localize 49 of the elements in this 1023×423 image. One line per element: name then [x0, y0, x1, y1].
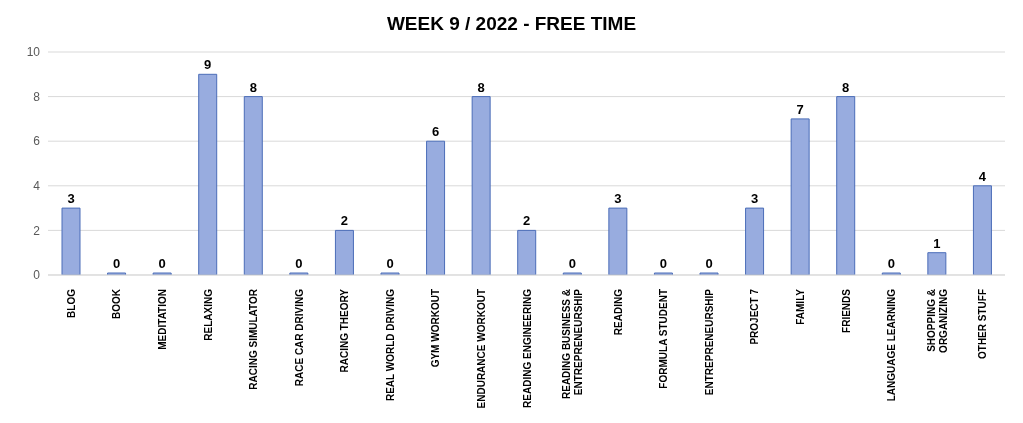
x-tick-label: RACING THEORY	[339, 288, 351, 373]
y-tick-label: 6	[33, 134, 41, 149]
data-label: 6	[431, 124, 440, 140]
x-tick-label: OTHER STUFF	[977, 289, 989, 359]
data-label: 0	[158, 256, 166, 271]
data-label: 3	[614, 191, 622, 207]
data-label: 3	[67, 191, 75, 207]
x-tick-label: RELAXING	[202, 288, 214, 341]
x-tick-label: RACING SIMULATOR	[248, 288, 260, 390]
data-label: 3	[750, 191, 759, 207]
x-tick-label: FAMILY	[794, 288, 806, 325]
data-label: 7	[796, 101, 804, 117]
x-tick-label: FRIENDS	[840, 288, 852, 333]
data-label: 2	[340, 213, 349, 229]
y-tick-label: 2	[33, 223, 41, 238]
data-label: 0	[659, 256, 668, 271]
x-tick-label: FORMULA STUDENT	[658, 289, 670, 389]
data-label: 0	[295, 256, 303, 271]
data-label: 1	[933, 235, 941, 251]
y-tick-label: 0	[33, 268, 41, 283]
x-tick-label: GYM WORKOUT	[430, 289, 442, 368]
x-tick-label: PROJECT 7	[749, 288, 761, 345]
x-tick-label: RACE CAR DRIVING	[293, 288, 305, 387]
data-label: 2	[523, 213, 531, 229]
data-label: 9	[204, 57, 212, 73]
x-tick-label: ENDURANCE WORKOUT	[475, 289, 487, 409]
x-tick-label: LANGUAGE LEARNING	[886, 288, 898, 402]
y-tick-label: 8	[33, 89, 41, 104]
x-tick-label: REAL WORLD DRIVING	[384, 288, 396, 402]
x-tick-label: ENTREPRENEURSHIP	[703, 288, 715, 396]
chart-title: WEEK 9 / 2022 - FREE TIME	[385, 12, 638, 36]
data-label: 8	[842, 79, 850, 95]
x-tick-label: BLOG	[65, 288, 77, 318]
data-label: 8	[477, 79, 485, 95]
x-tick-label: SHOPPING & ORGANIZING	[925, 288, 949, 353]
data-label: 8	[249, 79, 257, 95]
data-label: 0	[705, 256, 713, 271]
data-label: 0	[887, 256, 895, 271]
x-tick-label: BOOK	[111, 288, 123, 319]
x-tick-label: MEDITATION	[156, 289, 168, 350]
y-tick-label: 10	[26, 45, 41, 60]
x-tick-label: READING BUSINESS & ENTREPRENEURSHIP	[561, 288, 585, 400]
y-tick-label: 4	[33, 179, 41, 194]
data-label: 0	[386, 256, 394, 271]
data-label: 0	[568, 256, 576, 271]
data-label: 0	[112, 256, 121, 271]
x-tick-label: READING ENGINEERING	[521, 288, 533, 408]
data-label: 4	[978, 168, 987, 184]
x-tick-label: READING	[612, 288, 624, 336]
